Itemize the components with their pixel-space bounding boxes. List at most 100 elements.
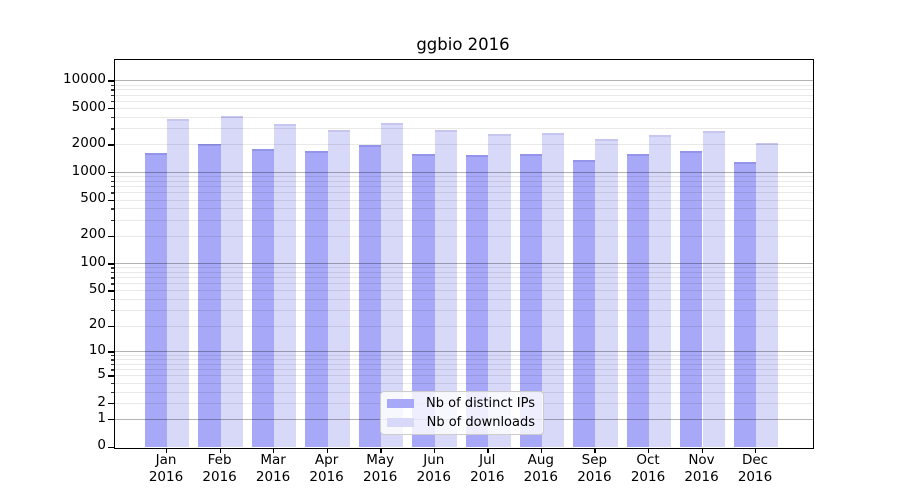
x-tick	[380, 448, 382, 453]
x-tick	[755, 448, 757, 453]
y-minor-tick	[111, 192, 114, 194]
legend-item-downloads: Nb of downloads	[381, 415, 543, 431]
bars-layer	[115, 60, 813, 448]
y-tick-label: 500	[80, 190, 106, 206]
y-minor-tick	[111, 180, 114, 183]
bar-distinct-ips-mar-2016	[251, 149, 275, 447]
y-tick-label: 2000	[71, 134, 106, 151]
bar-downloads-aug-2016	[541, 133, 565, 447]
y-minor-tick	[111, 391, 114, 393]
x-tick-label: Oct 2016	[630, 452, 666, 485]
y-tick	[108, 403, 114, 405]
bar-distinct-ips-jul-2016	[466, 155, 489, 447]
bar-downloads-may-2016	[381, 123, 404, 447]
bar-downloads-sep-2016	[595, 139, 618, 447]
x-tick-label: Apr 2016	[309, 452, 344, 485]
y-tick-label: 2	[97, 393, 106, 410]
y-minor-tick	[111, 382, 114, 385]
y-tick	[108, 235, 114, 238]
legend: Nb of distinct IPs Nb of downloads	[380, 391, 544, 435]
x-tick	[273, 448, 275, 453]
y-minor-tick	[111, 176, 114, 178]
bar-downloads-feb-2016	[220, 116, 243, 447]
y-minor-tick	[111, 116, 114, 119]
y-minor-tick	[111, 364, 114, 366]
y-tick-label: 5000	[71, 98, 106, 115]
y-axis-ticks	[108, 60, 813, 449]
downloads-swatch	[387, 418, 414, 427]
y-minor-tick	[111, 84, 114, 86]
y-minor-tick	[111, 299, 114, 301]
y-minor-tick	[111, 89, 114, 91]
bar-downloads-nov-2016	[702, 130, 725, 447]
y-minor-tick	[111, 369, 114, 371]
y-tick	[108, 144, 114, 146]
y-tick	[108, 375, 114, 377]
y-minor-tick	[111, 283, 114, 285]
bar-downloads-mar-2016	[274, 123, 297, 447]
y-tick	[108, 263, 114, 265]
bar-distinct-ips-jun-2016	[412, 153, 435, 447]
y-minor-tick	[111, 359, 114, 361]
legend-label-downloads: Nb of downloads	[426, 414, 535, 430]
y-minor-tick	[111, 355, 114, 357]
bar-distinct-ips-oct-2016	[626, 154, 649, 447]
bar-distinct-ips-feb-2016	[198, 143, 221, 447]
bar-distinct-ips-jan-2016	[144, 152, 167, 447]
y-tick	[108, 172, 114, 174]
y-minor-tick	[111, 128, 114, 130]
y-tick	[108, 419, 114, 421]
bar-distinct-ips-aug-2016	[519, 153, 542, 447]
y-tick-label: 10000	[63, 70, 106, 87]
y-tick-label: 1	[97, 409, 106, 426]
y-tick	[108, 108, 114, 110]
x-tick-label: Mar 2016	[255, 452, 291, 485]
y-tick	[108, 325, 114, 327]
y-tick-label: 20	[88, 316, 106, 333]
y-tick-label: 100	[80, 253, 106, 270]
y-tick	[108, 351, 114, 353]
y-tick-label: 0	[97, 437, 106, 454]
x-tick-label: May 2016	[363, 452, 398, 485]
y-tick-label: 200	[80, 226, 106, 243]
y-minor-tick	[111, 94, 114, 96]
bar-downloads-apr-2016	[327, 130, 350, 447]
y-tick	[108, 446, 114, 449]
x-tick-label: Jun 2016	[416, 452, 451, 485]
x-tick	[648, 448, 650, 453]
y-minor-tick	[111, 186, 114, 188]
y-tick-label: 50	[88, 280, 106, 297]
x-tick-label: Jul 2016	[470, 452, 505, 485]
x-tick-label: Nov 2016	[684, 452, 719, 485]
x-tick-label: Dec 2016	[737, 452, 773, 485]
x-tick-label: Sep 2016	[577, 452, 612, 485]
x-tick	[540, 448, 543, 453]
x-tick	[594, 448, 596, 453]
bar-distinct-ips-dec-2016	[733, 161, 757, 447]
x-tick-label: Feb 2016	[202, 452, 237, 485]
y-minor-tick	[111, 267, 114, 269]
bar-downloads-dec-2016	[756, 143, 779, 447]
x-tick	[487, 448, 489, 453]
bar-downloads-jul-2016	[488, 133, 511, 447]
y-tick	[108, 290, 114, 292]
y-tick-label: 5	[97, 365, 106, 382]
y-minor-tick	[111, 310, 114, 312]
x-tick	[433, 448, 436, 453]
bar-downloads-jan-2016	[167, 119, 190, 447]
y-minor-tick	[111, 219, 114, 222]
y-minor-tick	[111, 208, 114, 210]
y-minor-tick	[111, 100, 114, 103]
x-tick	[701, 448, 703, 453]
bar-distinct-ips-nov-2016	[680, 150, 703, 447]
x-tick-label: Jan 2016	[148, 452, 184, 485]
bar-distinct-ips-sep-2016	[573, 160, 596, 447]
bar-distinct-ips-may-2016	[358, 145, 382, 447]
y-tick-label: 10	[88, 341, 106, 358]
distinct-ips-swatch	[387, 399, 414, 408]
legend-label-distinct-ips: Nb of distinct IPs	[426, 395, 535, 411]
x-tick	[166, 448, 168, 453]
bar-downloads-jun-2016	[434, 129, 458, 447]
x-tick	[219, 448, 221, 453]
